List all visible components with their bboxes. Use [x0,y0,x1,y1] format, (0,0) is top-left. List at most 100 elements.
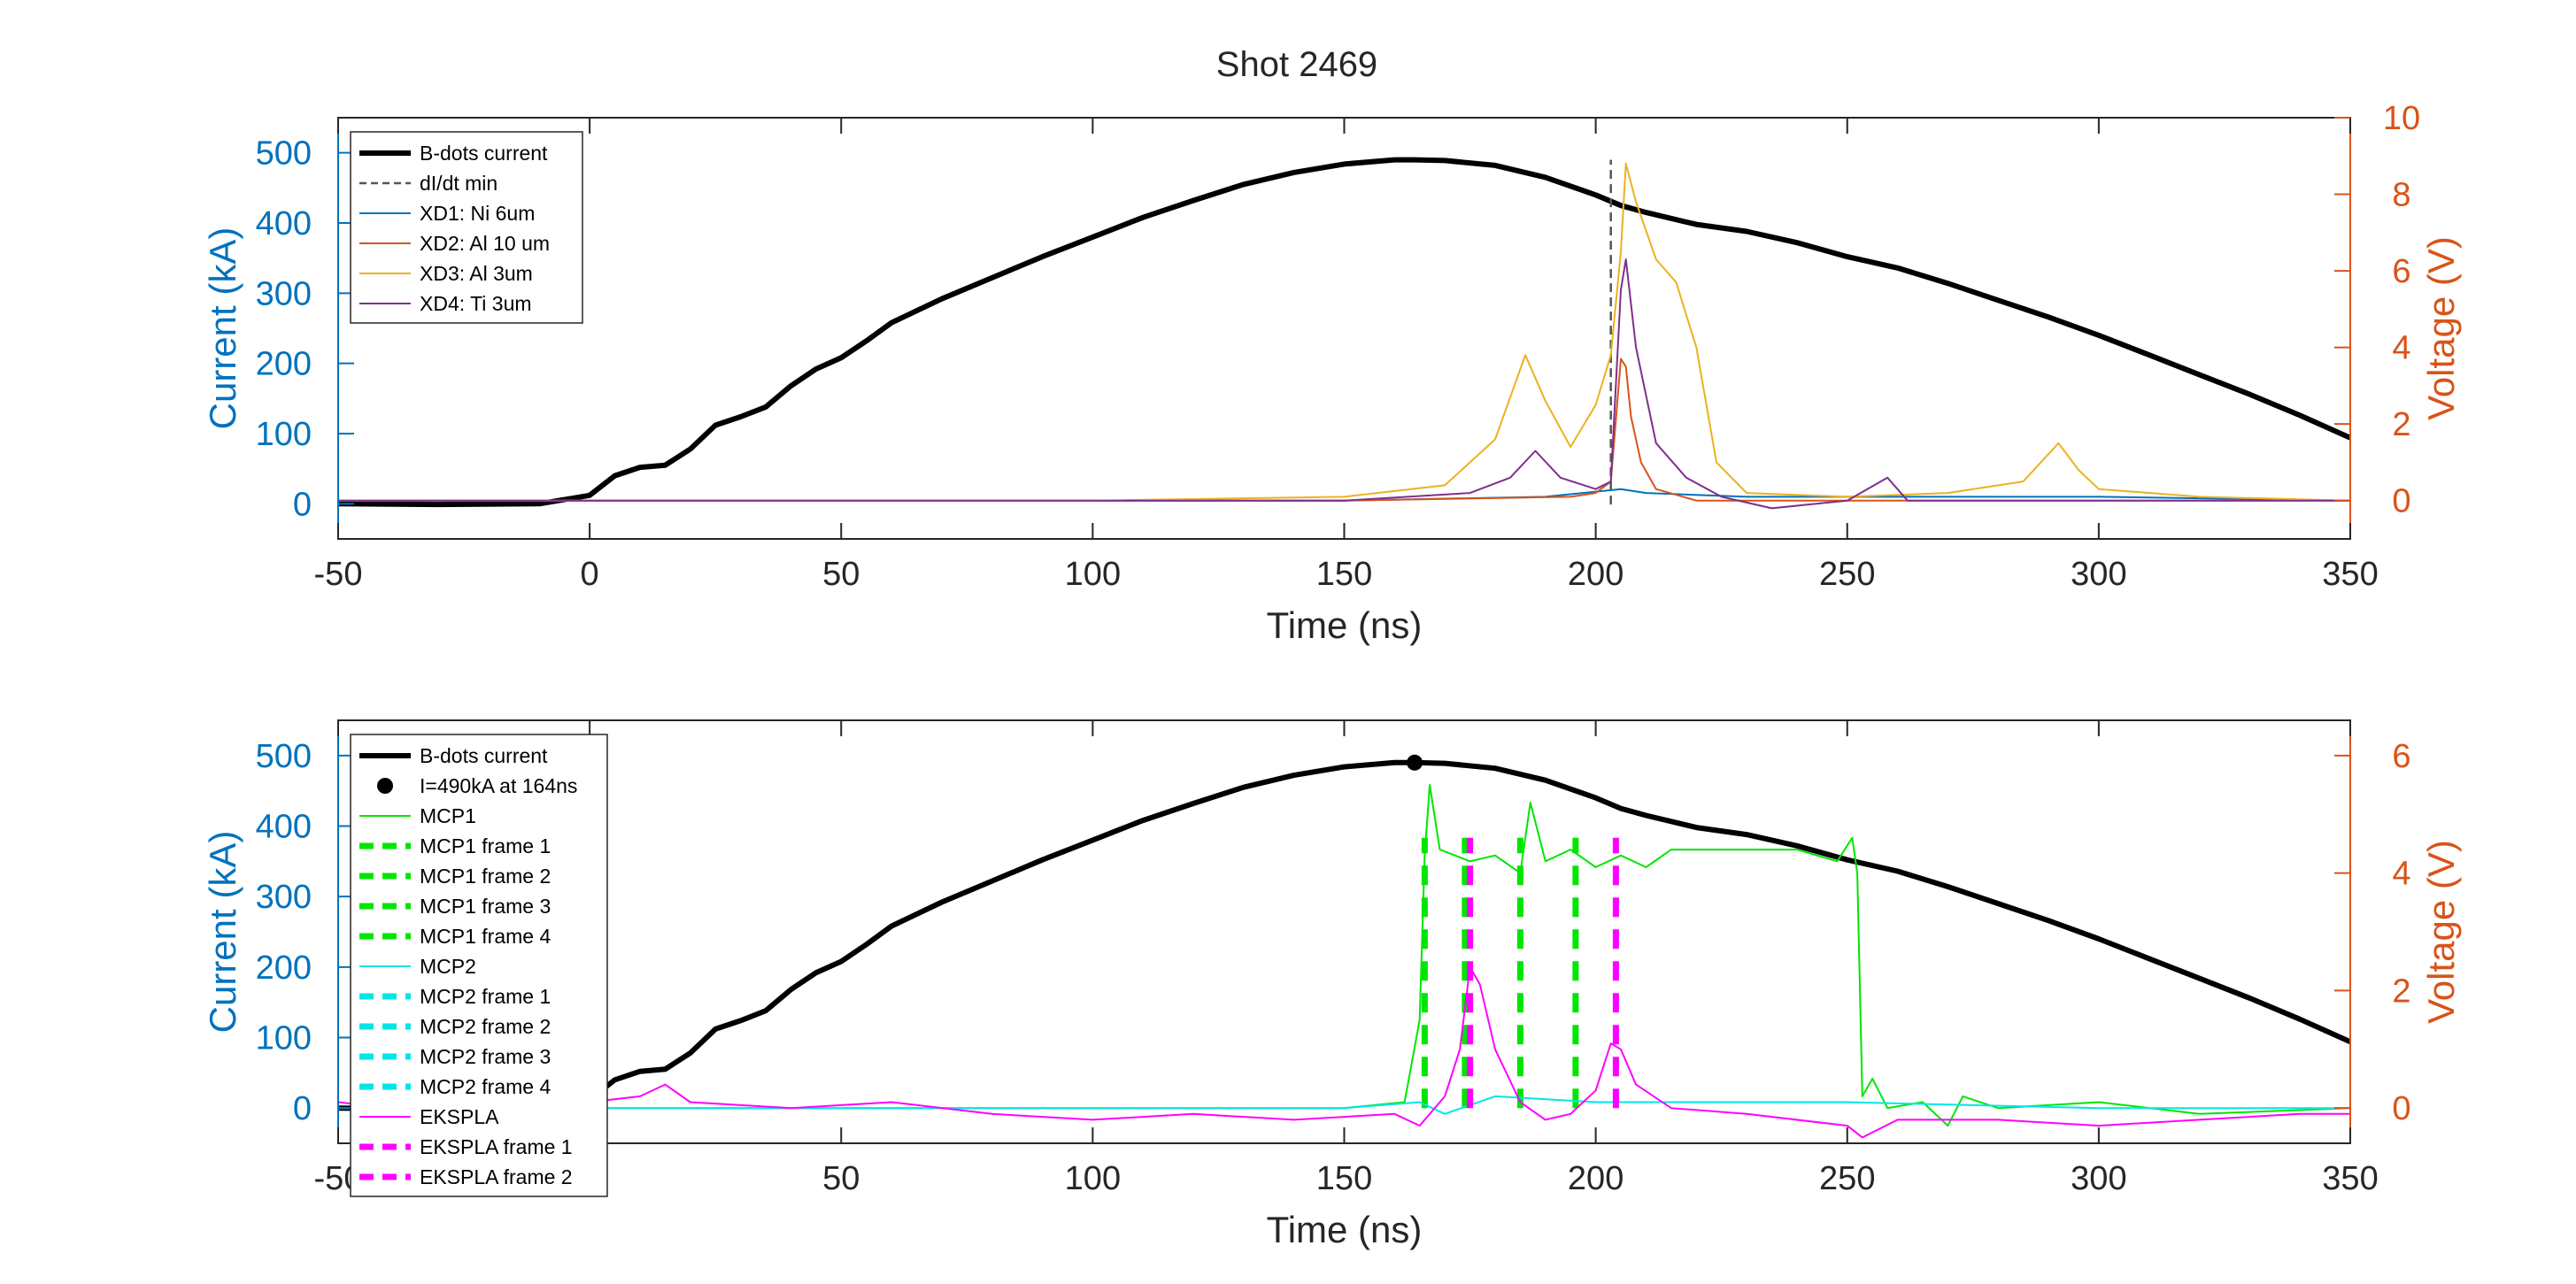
top-x-tick-label: 150 [1316,556,1372,593]
bottom-series-ekspla-line [338,965,2350,1139]
top-legend-entry-xd4-ti-3um: XD4: Ti 3um [359,292,532,315]
bottom-legend-entry-mcp1: MCP1 [359,804,476,827]
bottom-legend-label: EKSPLA [420,1105,499,1128]
bottom-legend-entry-i-490ka-at-164ns: I=490kA at 164ns [377,774,577,797]
bottom-series-b-dots-current-line [338,759,2350,1111]
top-legend-label: XD2: Al 10 um [420,232,550,255]
top-y-left-tick-label: 200 [256,346,312,383]
bottom-legend-entry-mcp1-frame-1: MCP1 frame 1 [359,834,551,857]
top-y-right-tick-label: 4 [2392,330,2410,367]
bottom-panel: -500501001502002503003500100200300400500… [202,719,2462,1250]
top-x-tick-label: 300 [2071,556,2126,593]
bottom-legend-entry-b-dots-current: B-dots current [359,744,548,767]
top-legend-label: XD1: Ni 6um [420,202,535,225]
top-x-axis-label: Time (ns) [1267,604,1423,646]
top-legend-entry-di-dt-min: dI/dt min [359,172,497,195]
bottom-y-right-axis-label: Voltage (V) [2420,840,2462,1024]
bottom-series-mcp1-line [338,784,2350,1127]
bottom-legend-marker [377,778,393,794]
bottom-legend-label: MCP1 frame 4 [420,925,551,948]
top-x-tick-label: 100 [1065,556,1121,593]
top-legend-label: dI/dt min [420,172,497,195]
bottom-legend-entry-ekspla-frame-2: EKSPLA frame 2 [359,1165,573,1188]
top-x-tick-label: 350 [2322,556,2378,593]
bottom-series-i-490ka-at-164ns-marker [1407,754,1423,771]
bottom-legend-entry-mcp2-frame-3: MCP2 frame 3 [359,1045,551,1068]
top-series-xd4-ti-3um-line [338,258,2350,510]
top-y-right-tick-label: 8 [2392,177,2410,214]
top-series-b-dots-current-line [338,157,2350,508]
top-y-right-tick-label: 2 [2392,406,2410,443]
top-y-left-tick-label: 400 [256,205,312,242]
top-series-xd3-al-3um-line [338,162,2350,502]
bottom-legend-label: EKSPLA frame 1 [420,1135,573,1158]
bottom-y-left-axis-label: Current (kA) [202,831,243,1034]
top-y-left-tick-label: 100 [256,416,312,453]
bottom-y-right-tick-label: 6 [2392,738,2410,775]
bottom-legend-entry-ekspla-frame-1: EKSPLA frame 1 [359,1135,573,1158]
bottom-legend-entry-mcp2-frame-2: MCP2 frame 2 [359,1015,551,1038]
bottom-y-right-tick-label: 2 [2392,973,2410,1010]
bottom-x-tick-label: 350 [2322,1160,2378,1197]
top-y-right-tick-label: 6 [2392,253,2410,290]
bottom-y-left-tick-label: 0 [293,1090,312,1127]
top-series-group [338,157,2350,510]
bottom-legend-label: I=490kA at 164ns [420,774,577,797]
top-legend-entry-xd2-al-10-um: XD2: Al 10 um [359,232,550,255]
bottom-legend-label: MCP1 frame 3 [420,895,551,918]
bottom-legend-entry-mcp1-frame-3: MCP1 frame 3 [359,895,551,918]
top-legend-box [350,131,583,324]
top-y-left-tick-label: 300 [256,275,312,312]
top-legend-entry-xd1-ni-6um: XD1: Ni 6um [359,202,535,225]
bottom-y-right-tick-label: 4 [2392,856,2410,893]
bottom-series-group [338,754,2350,1139]
bottom-y-left-tick-label: 100 [256,1020,312,1057]
bottom-legend-label: MCP2 [420,955,476,978]
top-x-tick-label: 200 [1568,556,1623,593]
bottom-y-left-tick-label: 300 [256,879,312,916]
top-panel: -50 0 50 100 150 200 250 300 3500100200300400500… [202,100,2462,646]
bottom-legend-entry-mcp2: MCP2 [359,955,476,978]
bottom-legend-label: MCP2 frame 2 [420,1015,551,1038]
bottom-x-tick-label: 300 [2071,1160,2126,1197]
bottom-y-left-tick-label: 200 [256,950,312,987]
top-y-left-axis-label: Current (kA) [202,227,243,430]
bottom-legend-entry-mcp1-frame-2: MCP1 frame 2 [359,865,551,888]
bottom-legend-entry-mcp2-frame-1: MCP2 frame 1 [359,985,551,1008]
bottom-legend-label: EKSPLA frame 2 [420,1165,573,1188]
bottom-legend: B-dots current I=490kA at 164ns MCP1 MCP1 f… [350,734,608,1197]
bottom-y-left-tick-label: 400 [256,809,312,846]
bottom-legend-label: MCP1 [420,804,476,827]
bottom-legend-entry-ekspla: EKSPLA [359,1105,499,1128]
top-x-tick-label: 50 [822,556,860,593]
top-legend-label: XD3: Al 3um [420,262,533,285]
top-y-left-tick-label: 0 [293,486,312,523]
bottom-legend-label: MCP2 frame 3 [420,1045,551,1068]
top-x-tick-label: -50 [314,556,363,593]
bottom-legend-entry-mcp2-frame-4: MCP2 frame 4 [359,1075,551,1098]
top-x-tick-label: 250 [1819,556,1875,593]
bottom-legend-label: MCP2 frame 4 [420,1075,551,1098]
bottom-legend-label: MCP1 frame 2 [420,865,551,888]
bottom-x-tick-label: 200 [1568,1160,1623,1197]
top-x-tick-label: 0 [581,556,599,593]
bottom-legend-label: MCP2 frame 1 [420,985,551,1008]
bottom-legend-entry-mcp1-frame-4: MCP1 frame 4 [359,925,551,948]
bottom-legend-label: B-dots current [420,744,548,767]
top-legend-entry-xd3-al-3um: XD3: Al 3um [359,262,533,285]
figure-title: Shot 2469 [1216,45,1377,84]
top-y-right-tick-label: 0 [2392,483,2410,520]
bottom-legend-label: MCP1 frame 1 [420,834,551,857]
top-legend-label: B-dots current [420,142,548,165]
bottom-x-tick-label: 100 [1065,1160,1121,1197]
top-series-xd2-al-10-um-line [338,358,2350,502]
bottom-x-tick-label: 50 [822,1160,860,1197]
top-legend: B-dots current dI/dt min XD1: Ni 6um XD2: A… [350,131,583,324]
bottom-y-right-tick-label: 0 [2392,1090,2410,1127]
bottom-x-tick-label: 150 [1316,1160,1372,1197]
bottom-x-axis-label: Time (ns) [1267,1209,1423,1250]
top-y-left-tick-label: 500 [256,135,312,173]
top-legend-entry-b-dots-current: B-dots current [359,142,548,165]
bottom-x-tick-label: 250 [1819,1160,1875,1197]
